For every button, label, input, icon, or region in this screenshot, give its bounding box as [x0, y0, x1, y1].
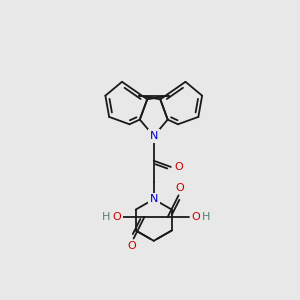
- Text: H: H: [202, 212, 211, 222]
- Text: O: O: [191, 212, 200, 222]
- Text: O: O: [128, 241, 136, 251]
- Text: H: H: [101, 212, 110, 222]
- Text: O: O: [176, 183, 184, 193]
- Text: N: N: [150, 131, 158, 141]
- Text: O: O: [174, 162, 183, 172]
- Text: O: O: [112, 212, 121, 222]
- Text: N: N: [150, 194, 158, 204]
